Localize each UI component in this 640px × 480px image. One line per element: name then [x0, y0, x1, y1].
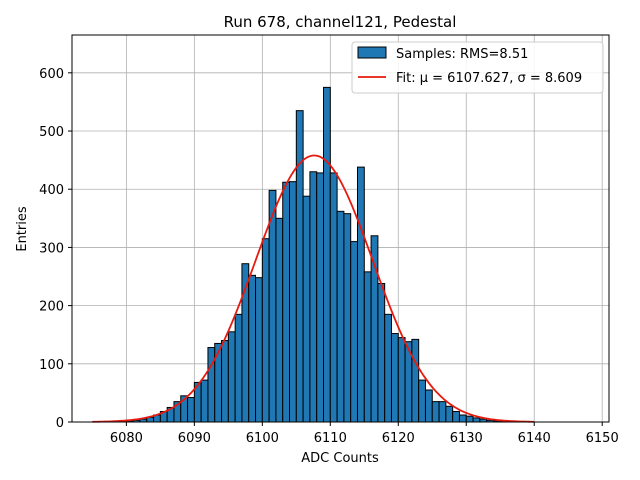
histogram-bar — [350, 241, 358, 423]
histogram-bar — [200, 379, 209, 423]
histogram-bar — [261, 238, 270, 423]
y-axis-ticks: 0 100 200 300 400 500 600 — [39, 67, 72, 431]
histogram-bar — [384, 313, 392, 423]
histogram-bar — [207, 347, 216, 423]
legend-fit-label: Fit: μ = 6107.627, σ = 8.609 — [396, 71, 582, 86]
histogram-bar — [418, 379, 426, 423]
legend: Samples: RMS=8.51 Fit: μ = 6107.627, σ =… — [351, 41, 604, 94]
legend-histogram-swatch — [357, 46, 387, 59]
histogram-bar — [424, 389, 433, 423]
histogram-bar — [316, 172, 325, 423]
x-tick-label: 6140 — [518, 431, 551, 446]
histogram-bar — [255, 277, 263, 423]
histogram-bar — [275, 217, 284, 423]
y-tick-label: 100 — [39, 358, 64, 373]
histogram-bar — [390, 333, 399, 423]
y-tick-label: 600 — [39, 67, 64, 82]
legend-histogram-label: Samples: RMS=8.51 — [396, 47, 528, 62]
histogram-bar — [397, 337, 406, 423]
x-tick-label: 6150 — [586, 431, 619, 446]
histogram-bar — [465, 415, 474, 423]
fit-curve — [92, 154, 535, 423]
y-tick-label: 500 — [39, 125, 64, 140]
x-tick-label: 6090 — [178, 431, 211, 446]
legend-box — [351, 41, 604, 94]
y-axis-label: Entries — [15, 206, 30, 252]
x-tick-label: 6100 — [246, 431, 279, 446]
histogram-bar — [282, 181, 291, 423]
y-tick-label: 0 — [56, 416, 64, 431]
y-tick-label: 200 — [39, 300, 64, 315]
histogram-bar — [289, 181, 297, 423]
histogram-bar — [472, 417, 481, 423]
histogram-bar — [302, 195, 311, 423]
y-tick-label: 300 — [39, 241, 64, 256]
histogram-bar — [445, 405, 454, 423]
histogram-bar — [363, 271, 372, 423]
histogram-bar — [187, 397, 195, 423]
histogram-bar — [431, 401, 440, 423]
histogram-bar — [268, 189, 277, 423]
x-tick-label: 6110 — [314, 431, 347, 446]
x-axis-label: ADC Counts — [301, 451, 379, 466]
histogram-bar — [214, 342, 223, 423]
fit-curve-group — [92, 154, 535, 423]
y-tick-label: 400 — [39, 183, 64, 198]
x-tick-label: 6130 — [450, 431, 483, 446]
plot-frame — [71, 34, 610, 423]
x-axis-ticks: 6080 6090 6100 6110 6120 6130 6140 6150 — [110, 422, 619, 446]
x-tick-label: 6120 — [382, 431, 415, 446]
histogram-bar — [329, 172, 338, 423]
histogram-bar — [343, 213, 352, 423]
histogram-bar — [458, 414, 467, 423]
histogram-bar — [309, 171, 318, 423]
histogram-bar — [438, 401, 447, 423]
histogram-bar — [227, 331, 236, 423]
histogram-bar — [234, 313, 243, 423]
histogram-bar — [248, 274, 257, 423]
histogram-bar — [295, 110, 304, 423]
histogram-bar — [452, 411, 460, 423]
x-tick-label: 6080 — [110, 431, 143, 446]
chart-title: Run 678, channel121, Pedestal — [224, 13, 457, 31]
histogram-bar — [336, 210, 345, 423]
histogram-bar — [323, 86, 331, 423]
histogram-bar — [411, 338, 420, 423]
histogram-bar — [221, 340, 229, 423]
histogram-bar — [356, 166, 365, 423]
histogram-bar — [377, 282, 386, 423]
